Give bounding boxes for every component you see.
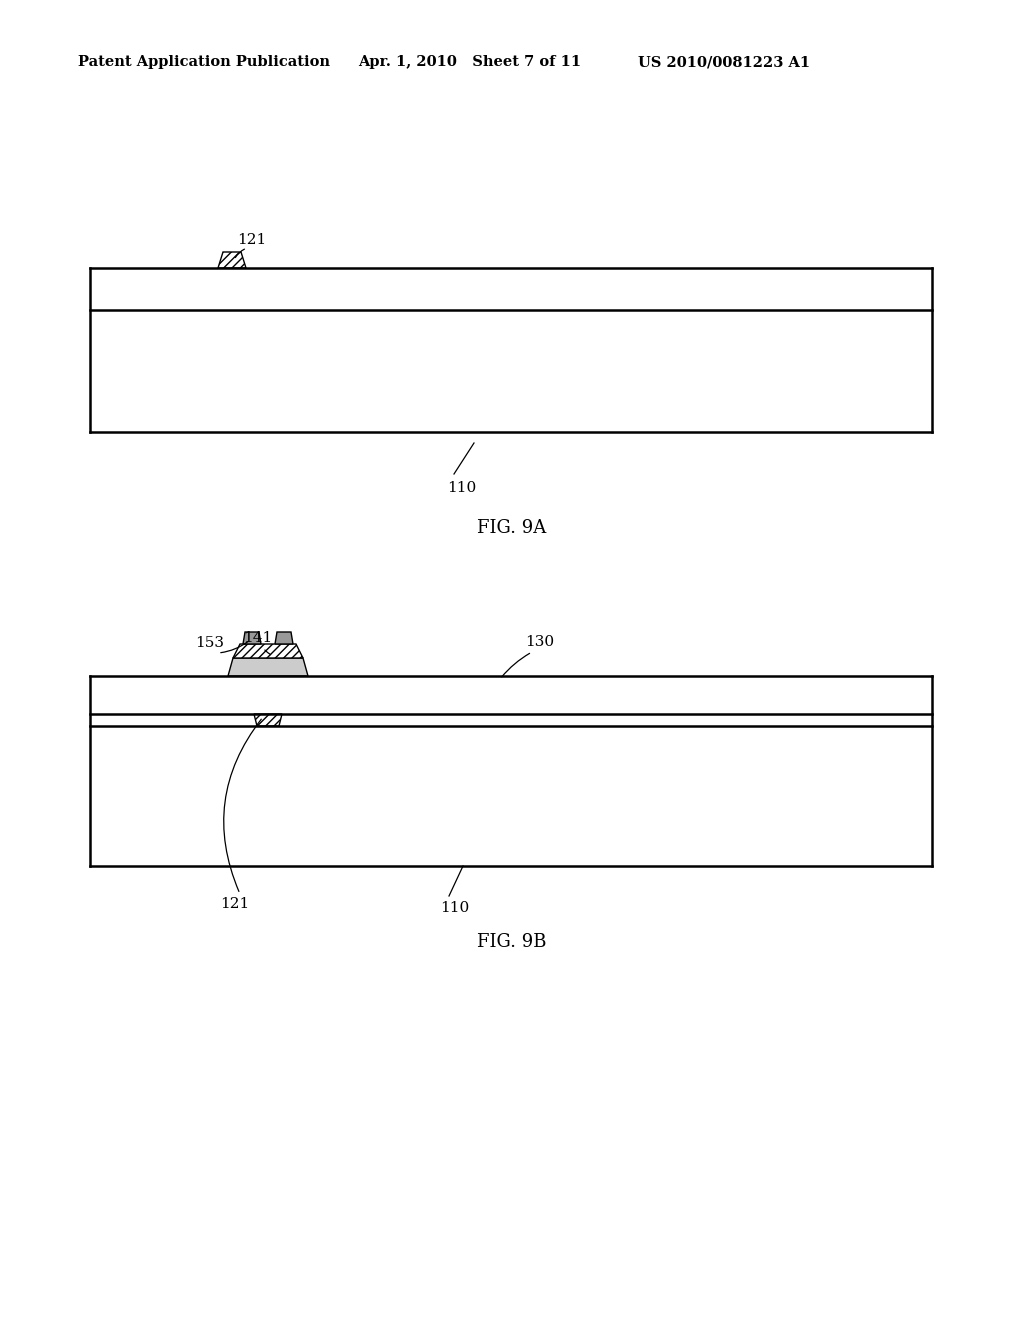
Text: FIG. 9A: FIG. 9A xyxy=(477,519,547,537)
Text: 121: 121 xyxy=(220,898,250,911)
Text: 110: 110 xyxy=(440,902,470,915)
Polygon shape xyxy=(218,252,246,268)
Text: Patent Application Publication: Patent Application Publication xyxy=(78,55,330,69)
Polygon shape xyxy=(228,657,308,676)
Text: 121: 121 xyxy=(238,234,266,247)
Polygon shape xyxy=(233,644,303,657)
Text: FIG. 9B: FIG. 9B xyxy=(477,933,547,950)
Polygon shape xyxy=(254,714,282,726)
Text: US 2010/0081223 A1: US 2010/0081223 A1 xyxy=(638,55,810,69)
Polygon shape xyxy=(243,632,261,644)
Text: 110: 110 xyxy=(447,480,476,495)
Polygon shape xyxy=(275,632,293,644)
Text: 141: 141 xyxy=(244,631,272,645)
Text: 130: 130 xyxy=(525,635,555,649)
Text: 153: 153 xyxy=(196,636,224,649)
Text: Apr. 1, 2010   Sheet 7 of 11: Apr. 1, 2010 Sheet 7 of 11 xyxy=(358,55,582,69)
